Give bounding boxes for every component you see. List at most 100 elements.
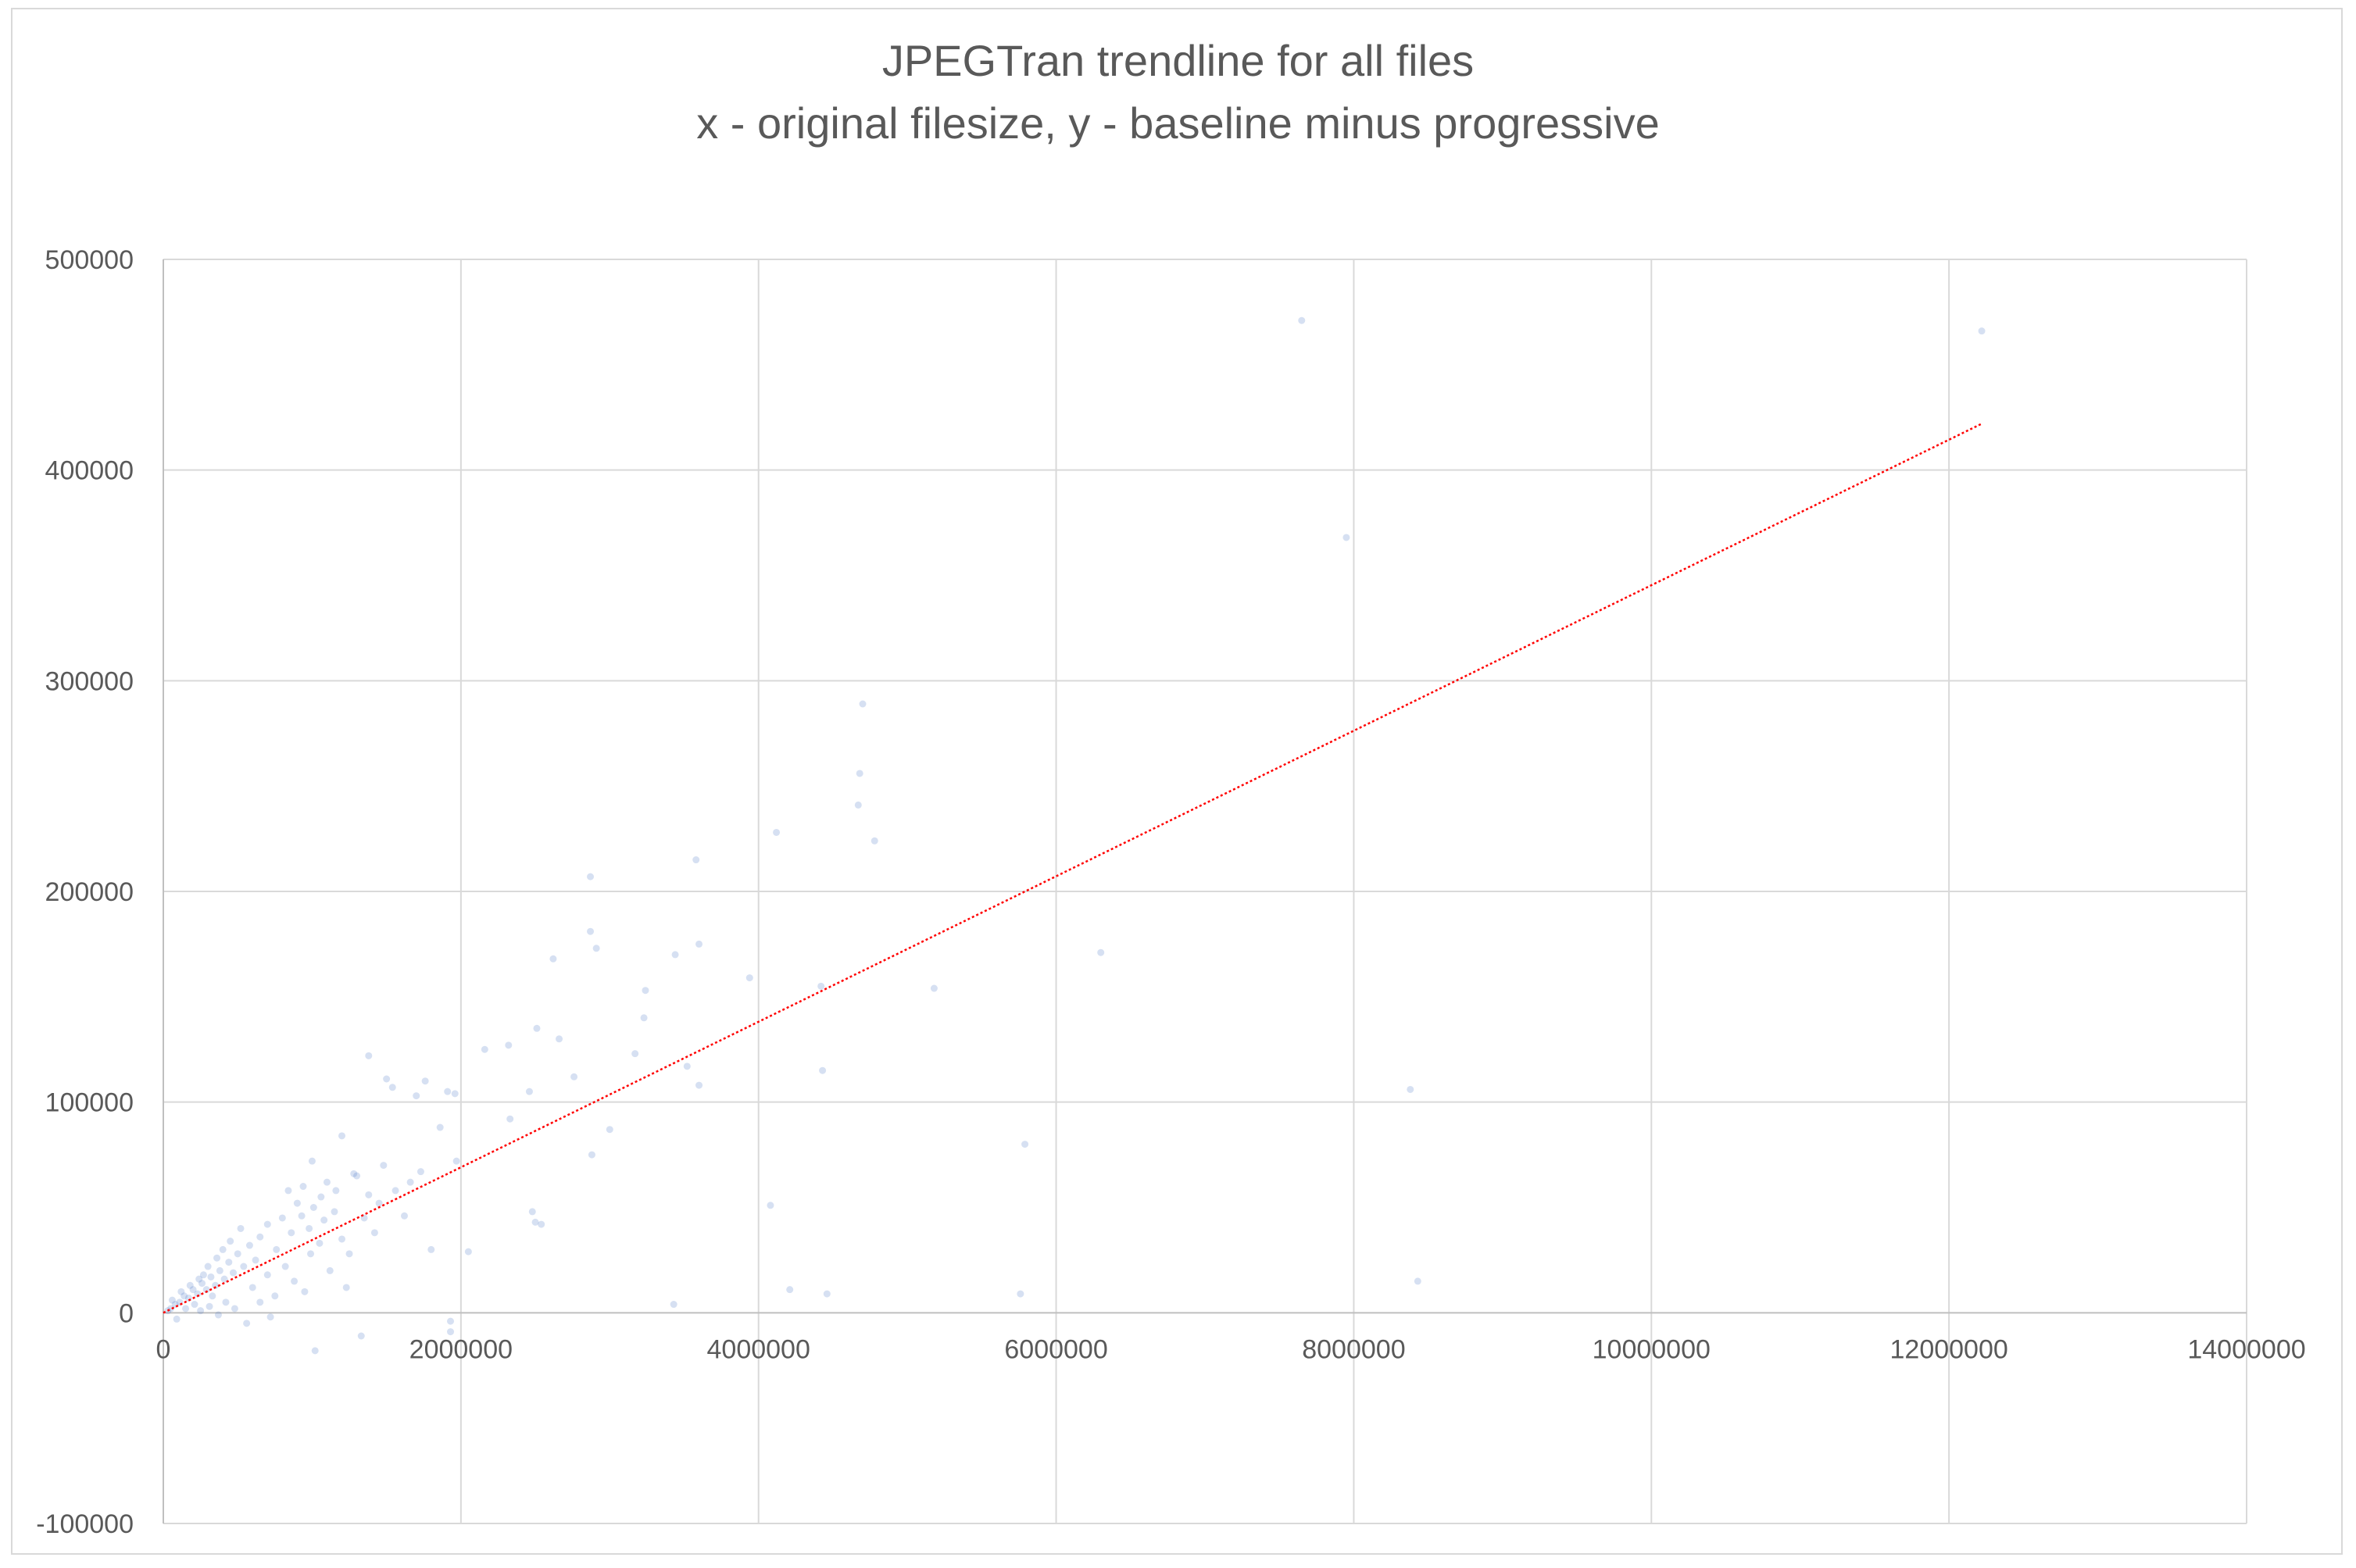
data-point [823,1290,831,1298]
x-tick-label: 6000000 [1004,1334,1107,1364]
data-point [202,1286,210,1294]
data-point [695,940,703,948]
x-tick-label: 0 [156,1334,171,1364]
data-point [856,770,863,777]
y-tick-label: 200000 [45,877,134,907]
data-point [189,1286,197,1294]
data-point [447,1328,455,1336]
data-point [413,1092,420,1100]
data-point [505,1041,513,1049]
data-point [173,1315,181,1323]
data-point [531,1218,539,1226]
data-point [375,1199,383,1207]
data-point [383,1075,391,1083]
data-point [206,1302,213,1310]
data-point [271,1292,279,1300]
data-point [263,1271,271,1279]
data-point [338,1132,346,1140]
data-point [198,1280,206,1288]
data-point [331,1208,338,1216]
data-point [240,1263,248,1270]
data-point [587,873,595,880]
data-point [773,828,781,836]
data-point [194,1290,202,1298]
data-point [1017,1290,1024,1298]
data-point [549,955,557,963]
data-point [316,1239,324,1247]
data-point [309,1204,317,1211]
data-point [417,1168,424,1176]
data-point [216,1266,223,1274]
data-point [182,1305,190,1313]
data-point [388,1084,396,1091]
y-tick-label: 300000 [45,666,134,696]
data-point [1414,1277,1421,1285]
trendline-layer [163,423,1982,1314]
data-point [436,1123,444,1131]
x-tick-label: 8000000 [1302,1334,1405,1364]
chart-subtitle: x - original filesize, y - baseline minu… [696,98,1660,148]
data-point [177,1288,185,1295]
data-point [273,1245,281,1253]
data-point [767,1202,774,1209]
data-point [444,1088,452,1095]
data-point [326,1266,334,1274]
data-point [570,1073,578,1080]
data-point [464,1248,472,1255]
data-point [231,1305,238,1313]
data-point [209,1292,216,1300]
data-point [332,1187,340,1195]
data-point [317,1193,325,1201]
data-point [353,1172,361,1180]
data-point [533,1024,541,1032]
data-point [859,700,867,708]
data-point [406,1178,414,1186]
data-point [588,1151,595,1159]
data-point [323,1178,331,1186]
data-point [306,1224,313,1232]
data-point [204,1263,212,1270]
x-tick-label: 10000000 [1593,1334,1711,1364]
x-tick-label: 2000000 [409,1334,513,1364]
data-point [506,1115,514,1123]
data-point [538,1220,545,1228]
data-point [692,856,700,864]
data-point [278,1214,286,1222]
y-tick-label: -100000 [36,1509,134,1539]
data-point [1978,327,1986,335]
data-point [525,1088,533,1095]
data-point [307,1250,315,1258]
data-point [256,1298,264,1306]
data-point [427,1245,435,1253]
trendline [163,423,1982,1314]
data-point [930,984,938,992]
data-point [451,1090,459,1098]
data-point [220,1275,228,1283]
data-point [308,1157,316,1165]
data-point [245,1241,253,1249]
data-point [671,951,679,959]
data-point [248,1284,256,1291]
data-point [745,974,753,982]
data-point [320,1216,328,1224]
data-point [1097,948,1105,956]
data-point [350,1170,358,1177]
data-point [854,801,862,809]
data-point [298,1212,306,1220]
data-point [357,1332,365,1340]
data-point [263,1220,271,1228]
data-point [342,1284,350,1291]
data-point [481,1045,488,1053]
data-point [819,1066,827,1074]
chart-title: JPEGTran trendline for all files [881,36,1475,85]
data-point [243,1320,251,1327]
data-point [695,1081,703,1089]
data-point [197,1307,205,1315]
tick-label-layer: -100000 0 100000 200000 300000 400000 500000 0 2… [36,245,2305,1539]
y-tick-label: 0 [119,1298,134,1328]
data-point [199,1271,207,1279]
data-point [291,1277,299,1285]
data-point [284,1187,292,1195]
